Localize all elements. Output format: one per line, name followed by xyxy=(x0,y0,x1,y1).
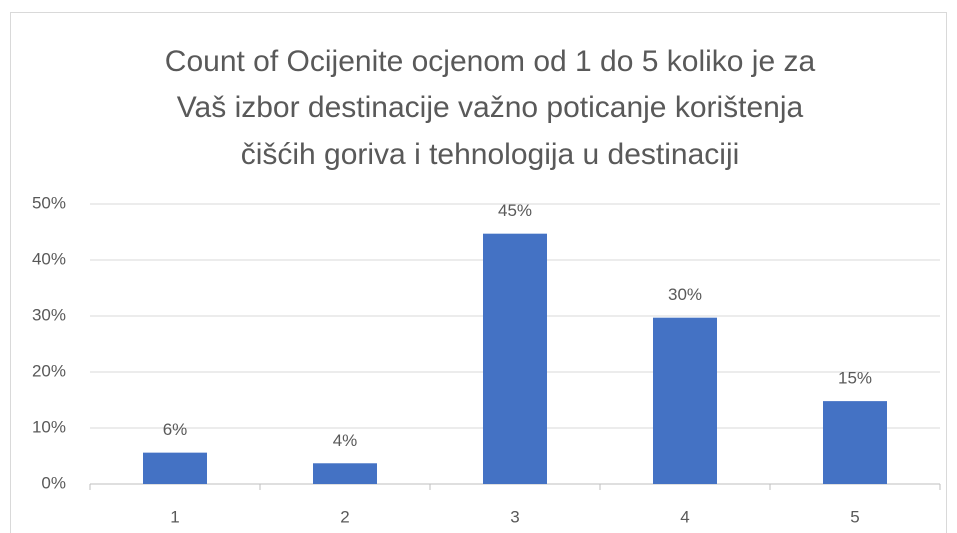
chart-border xyxy=(10,12,947,533)
y-tick-label: 30% xyxy=(32,305,66,324)
data-label: 4% xyxy=(333,431,358,450)
data-label: 45% xyxy=(498,201,532,220)
data-label: 15% xyxy=(838,369,872,388)
bar xyxy=(313,463,377,484)
chart-title: Count of Ocijenite ocjenom od 1 do 5 kol… xyxy=(165,45,816,78)
y-tick-label: 0% xyxy=(41,473,66,492)
x-tick-label: 3 xyxy=(510,507,519,526)
y-tick-label: 50% xyxy=(32,193,66,212)
y-tick-label: 20% xyxy=(32,361,66,380)
data-label: 6% xyxy=(163,420,188,439)
x-tick-label: 1 xyxy=(170,507,179,526)
bar xyxy=(143,452,207,484)
bar xyxy=(483,233,547,484)
bar xyxy=(653,317,717,484)
bar xyxy=(823,401,887,484)
data-label: 30% xyxy=(668,285,702,304)
y-tick-label: 40% xyxy=(32,249,66,268)
x-tick-label: 5 xyxy=(850,507,859,526)
chart-title: Vaš izbor destinacije važno poticanje ko… xyxy=(177,91,804,124)
y-tick-label: 10% xyxy=(32,417,66,436)
chart-title: čišćih goriva i tehnologija u destinacij… xyxy=(241,138,740,171)
x-tick-label: 4 xyxy=(680,507,689,526)
x-tick-label: 2 xyxy=(340,507,349,526)
